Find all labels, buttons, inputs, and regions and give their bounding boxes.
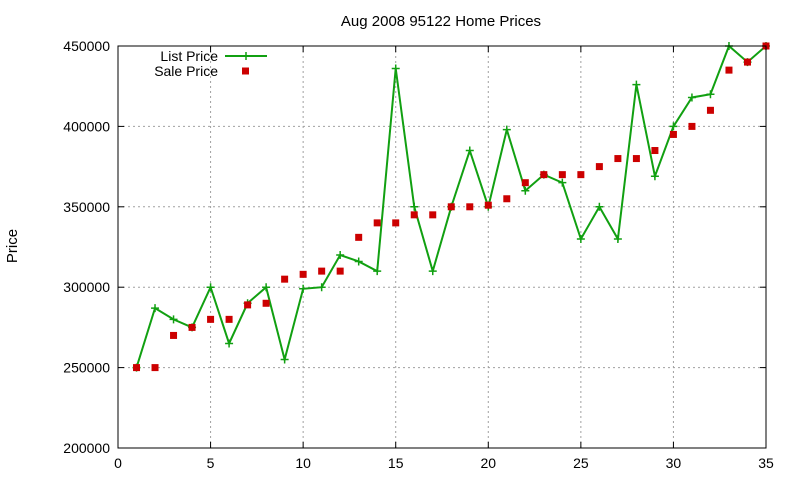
x-tick-label: 20 <box>480 455 496 471</box>
sale-price-point <box>392 219 400 227</box>
data-series <box>132 42 770 372</box>
list-price-point <box>262 283 271 292</box>
sale-price-point <box>688 122 696 130</box>
legend: List Price Sale Price <box>154 48 267 79</box>
y-tick-label: 300000 <box>63 279 110 295</box>
sale-price-point <box>262 299 270 307</box>
legend-marker-sale-price <box>242 67 249 75</box>
list-price-point <box>706 90 715 99</box>
sale-price-point <box>725 66 733 74</box>
chart-title: Aug 2008 95122 Home Prices <box>341 13 541 30</box>
y-tick-label: 350000 <box>63 199 110 215</box>
sale-price-point <box>225 315 233 323</box>
list-price-point <box>521 186 530 195</box>
x-tick-label: 0 <box>114 455 122 471</box>
sale-price-point <box>743 58 751 66</box>
axis-ticks: 0 5 10 15 20 25 30 35 200000 250000 300000 350000 40… <box>63 38 774 471</box>
list-price-point <box>613 234 622 243</box>
sale-price-point <box>410 211 418 219</box>
sale-price-point <box>373 219 381 227</box>
list-price-point <box>225 339 234 348</box>
sale-price-point <box>503 195 511 203</box>
plot-frame <box>117 45 767 449</box>
list-price-point <box>669 122 678 131</box>
list-price-point <box>502 125 511 134</box>
list-price-point <box>317 283 326 292</box>
x-tick-label: 5 <box>207 455 215 471</box>
list-price-point <box>410 202 419 211</box>
sale-price-point <box>466 203 474 211</box>
list-price-point <box>354 257 363 266</box>
sale-price-point <box>244 301 252 309</box>
sale-price-point <box>632 155 640 163</box>
legend-label-sale-price: Sale Price <box>154 63 218 79</box>
sale-price-point <box>207 315 215 323</box>
sale-price-point <box>318 267 326 275</box>
y-tick-label: 450000 <box>63 38 110 54</box>
sale-price-point <box>706 106 714 114</box>
list-price-point <box>391 64 400 73</box>
list-price-point <box>206 283 215 292</box>
list-price-point <box>595 202 604 211</box>
sale-price-point <box>484 201 492 209</box>
list-price-point <box>336 251 345 260</box>
sale-price-point <box>281 275 289 283</box>
sale-price-point <box>151 364 159 372</box>
sale-price-point <box>558 171 566 179</box>
sale-price-point <box>521 179 529 187</box>
list-price-point <box>373 267 382 276</box>
x-tick-label: 35 <box>758 455 774 471</box>
sale-price-point <box>540 171 548 179</box>
x-tick-label: 10 <box>295 455 311 471</box>
list-price-point <box>650 172 659 181</box>
list-price-point <box>299 284 308 293</box>
sale-price-point <box>133 364 141 372</box>
sale-price-point <box>577 171 585 179</box>
list-price-point <box>280 355 289 364</box>
sale-price-point <box>170 331 178 339</box>
sale-price-point <box>336 267 344 275</box>
sale-price-point <box>447 203 455 211</box>
list-price-point <box>151 304 160 313</box>
y-tick-label: 250000 <box>63 360 110 376</box>
y-tick-label: 200000 <box>63 440 110 456</box>
sale-price-point <box>429 211 437 219</box>
sale-price-point <box>669 130 677 138</box>
sale-price-point <box>299 270 307 278</box>
sale-price-point <box>651 147 659 155</box>
legend-label-list-price: List Price <box>160 48 218 64</box>
y-axis-label: Price <box>4 229 21 263</box>
list-price-point <box>558 178 567 187</box>
list-price-point <box>687 93 696 102</box>
legend-marker-list-price <box>242 52 250 60</box>
sale-price-point <box>355 233 363 241</box>
list-price-point <box>465 146 474 155</box>
list-price-point <box>169 315 178 324</box>
sale-price-point <box>595 163 603 171</box>
list-price-point <box>576 234 585 243</box>
x-tick-label: 25 <box>573 455 589 471</box>
list-price-point <box>632 80 641 89</box>
sale-price-point <box>614 155 622 163</box>
grid-lines <box>118 46 766 448</box>
x-tick-label: 30 <box>666 455 682 471</box>
sale-price-point <box>188 323 196 331</box>
y-tick-label: 400000 <box>63 118 110 134</box>
list-price-point <box>428 267 437 276</box>
x-tick-label: 15 <box>388 455 404 471</box>
